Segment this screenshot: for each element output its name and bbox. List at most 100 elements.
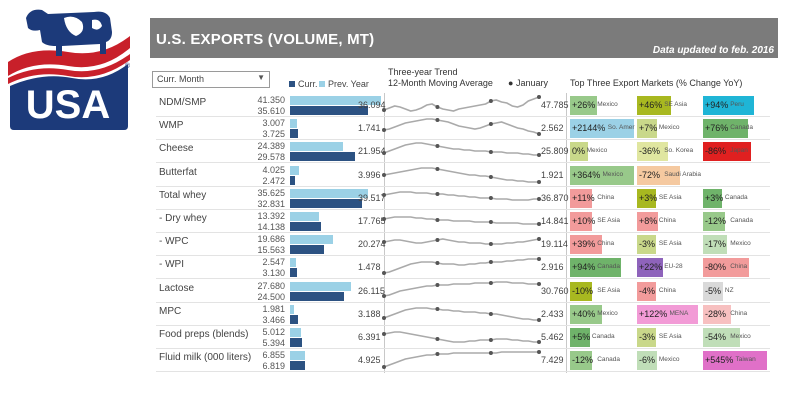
table-row[interactable]: NDM/SMP 41.350 35.610 36.094 47.785 +26% Mexic… [156,94,770,117]
january-point [488,242,493,247]
export-market-cell[interactable]: -5% NZ [703,281,769,301]
export-market-cell[interactable]: +46% SE Asia [637,96,703,115]
export-market-cell[interactable]: +8% China [637,212,703,231]
january-point [435,261,440,266]
export-market-cell[interactable]: +76% Canada [703,119,769,139]
export-market-cell[interactable]: +26% Mexico [570,96,636,115]
export-market-cell[interactable]: +3% Canada [703,188,769,208]
sparkline-path [383,190,539,201]
export-market-cell[interactable]: -12% Canada [703,212,769,231]
market-change-pct: -54% [705,332,727,342]
current-bar [290,198,362,208]
market-country: China [658,286,676,294]
trend-header: Three-year Trend 12-Month Moving Average [388,67,493,89]
legend-curr: Curr. [289,79,318,89]
prev-year-value: 24.389 [257,141,285,152]
january-point [537,257,541,262]
prev-year-value: 41.350 [257,95,285,105]
export-market-cell[interactable]: +94% Peru [703,96,769,115]
table-row[interactable]: - Dry whey 13.392 14.138 17.765 14.841 +10% SE… [156,210,770,233]
table-row[interactable]: WMP 3.007 3.725 1.741 2.562 +2144% So. Amer +7%… [156,117,770,141]
table-row[interactable]: MPC 1.981 3.466 3.188 2.433 +40% Mexico +122% ME… [156,303,770,326]
current-bar [290,338,302,347]
table-row[interactable]: - WPC 19.686 15.563 20.274 19.114 +39% China -3… [156,233,770,257]
prev-year-value: 27.680 [257,280,285,291]
month-select[interactable]: Curr. Month ▼ [152,71,270,88]
market-country: Mexico [730,333,751,340]
export-market-cell[interactable]: +545% Taiwan [703,351,769,371]
sparkline-path [383,166,539,183]
export-market-cell[interactable]: -6% Mexico [637,351,703,371]
january-point [537,222,541,226]
export-market-cell[interactable]: -86% Japan [703,142,769,162]
market-change-bar [570,281,592,301]
export-market-cell[interactable]: +10% SE Asia [570,212,636,231]
export-market-cell[interactable]: +364% Mexico [570,165,636,185]
january-point [488,338,493,342]
sparkline-path [383,331,539,343]
product-name: Total whey [159,189,207,201]
market-country: China [597,240,615,248]
current-value: 3.130 [262,268,285,279]
prev-year-bar [290,351,306,361]
market-country: MENA [669,309,689,317]
table-row[interactable]: Food preps (blends) 5.012 5.394 6.391 5.462 +… [156,326,770,349]
trend-sparkline [382,95,541,112]
table-row[interactable]: Butterfat 4.025 2.472 3.996 1.921 +364% Mexico… [156,164,770,187]
export-market-cell[interactable]: +3% SE Asia [637,188,703,208]
market-change-pct: +76% [705,123,729,134]
table-row[interactable]: - WPI 2.547 3.130 1.478 2.916 +94% Canada +22% E… [156,256,770,280]
trend-end-value: 7.429 [541,355,564,366]
export-market-cell[interactable]: -3% SE Asia [637,328,703,347]
trend-start-value: 36.094 [358,100,386,110]
january-point [435,218,440,222]
export-market-cell[interactable]: -10% SE Asia [570,281,636,301]
export-market-cell[interactable]: -54% Mexico [703,328,769,347]
january-point [537,340,541,344]
export-market-cell[interactable]: -4% China [637,281,703,301]
market-country: SE Asia [658,193,682,201]
market-change-bar [570,212,592,231]
export-market-cell[interactable]: -12% Canada [570,351,636,371]
prev-year-bar [290,142,344,152]
export-market-cell[interactable]: +94% Canada [570,258,636,278]
export-market-cell[interactable]: +7% Mexico [637,119,703,139]
prev-year-bar [290,188,369,198]
market-change-bar [703,258,749,278]
logo-text: USA [26,83,110,127]
export-market-cell[interactable] [703,166,769,185]
table-row[interactable]: Fluid milk (000 liters) 6.855 6.819 4.925 7.… [156,349,770,373]
export-market-cell[interactable]: +11% China [570,188,636,208]
export-market-cell[interactable]: +5% Canada [570,328,636,347]
january-point [537,95,541,99]
january-point [537,132,541,137]
january-point [435,238,440,243]
current-value: 29.578 [257,152,285,163]
table-row[interactable]: Lactose 27.680 24.500 26.115 30.760 -10% SE As… [156,280,770,303]
sparkline-path [383,142,539,157]
table-row[interactable]: Cheese 24.389 29.578 21.954 25.809 0% Mexico -3… [156,140,770,164]
product-name: WMP [159,120,184,132]
table-row[interactable]: Total whey 35.625 32.831 39.517 36.870 +11% Ch… [156,187,770,210]
market-country: Saudi Arabia [664,170,702,178]
export-market-cell[interactable]: +40% Mexico [570,304,636,324]
export-market-cell[interactable]: -28% China [703,304,769,324]
export-market-cell[interactable]: +22% EU-28 [637,258,703,278]
export-market-cell[interactable]: -3% SE Asia [637,235,703,255]
export-market-cell[interactable]: -36% So. Korea [637,142,703,162]
export-market-cell[interactable]: -17% Mexico [703,235,769,255]
export-market-cell[interactable]: +122% MENA [637,304,703,324]
current-value: 35.610 [257,106,285,116]
product-name: - Dry whey [159,213,207,224]
prev-year-value: 13.392 [257,211,285,221]
prev-year-value: 3.007 [262,118,285,129]
january-point [382,108,386,112]
export-market-cell[interactable]: +2144% So. Amer [570,119,636,139]
january-point [537,350,541,355]
export-market-cell[interactable]: +39% China [570,235,636,255]
january-point [435,282,440,287]
export-market-cell[interactable]: -80% China [703,258,769,278]
export-market-cell[interactable]: -72% Saudi Arabia [637,165,703,185]
product-name: NDM/SMP [159,97,207,108]
export-market-cell[interactable]: 0% Mexico [570,142,636,162]
